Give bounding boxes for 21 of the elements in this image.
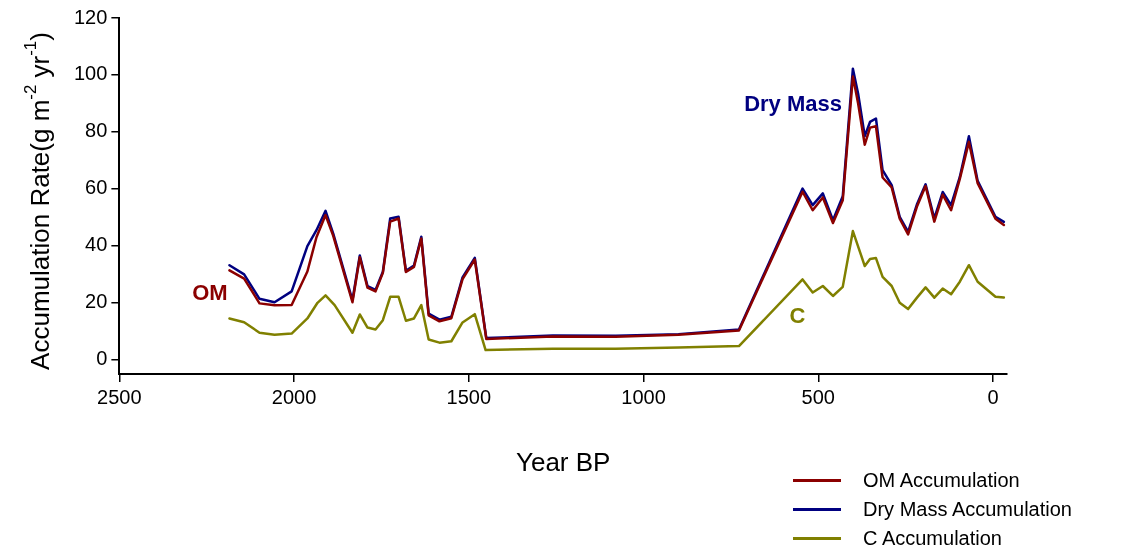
y-tick-label: 80 <box>85 119 108 142</box>
annotation: C <box>789 303 806 329</box>
x-tick-label: 1500 <box>446 385 492 408</box>
y-tick-label: 20 <box>85 290 108 313</box>
annotation: OM <box>192 279 228 305</box>
y-tick-label: 40 <box>85 233 108 256</box>
x-tick-label: 0 <box>987 385 999 408</box>
x-tick-label: 500 <box>801 385 835 408</box>
x-tick-label: 2000 <box>271 385 317 408</box>
y-axis-title: Accumulation Rate(g m-2 yr-1) <box>21 32 56 370</box>
y-tick-label: 120 <box>73 5 108 28</box>
x-axis-title: Year BP <box>515 447 611 478</box>
y-tick-label: 0 <box>96 347 108 370</box>
y-tick-label: 60 <box>85 176 108 199</box>
y-tick-label: 100 <box>73 62 108 85</box>
x-tick-label: 2500 <box>97 385 142 408</box>
legend-label: Dry Mass Accumulation <box>863 498 1072 521</box>
annotation: Dry Mass <box>744 90 842 116</box>
legend-label: OM Accumulation <box>863 469 1020 492</box>
legend-label: C Accumulation <box>863 527 1002 550</box>
x-tick-label: 1000 <box>621 385 666 408</box>
